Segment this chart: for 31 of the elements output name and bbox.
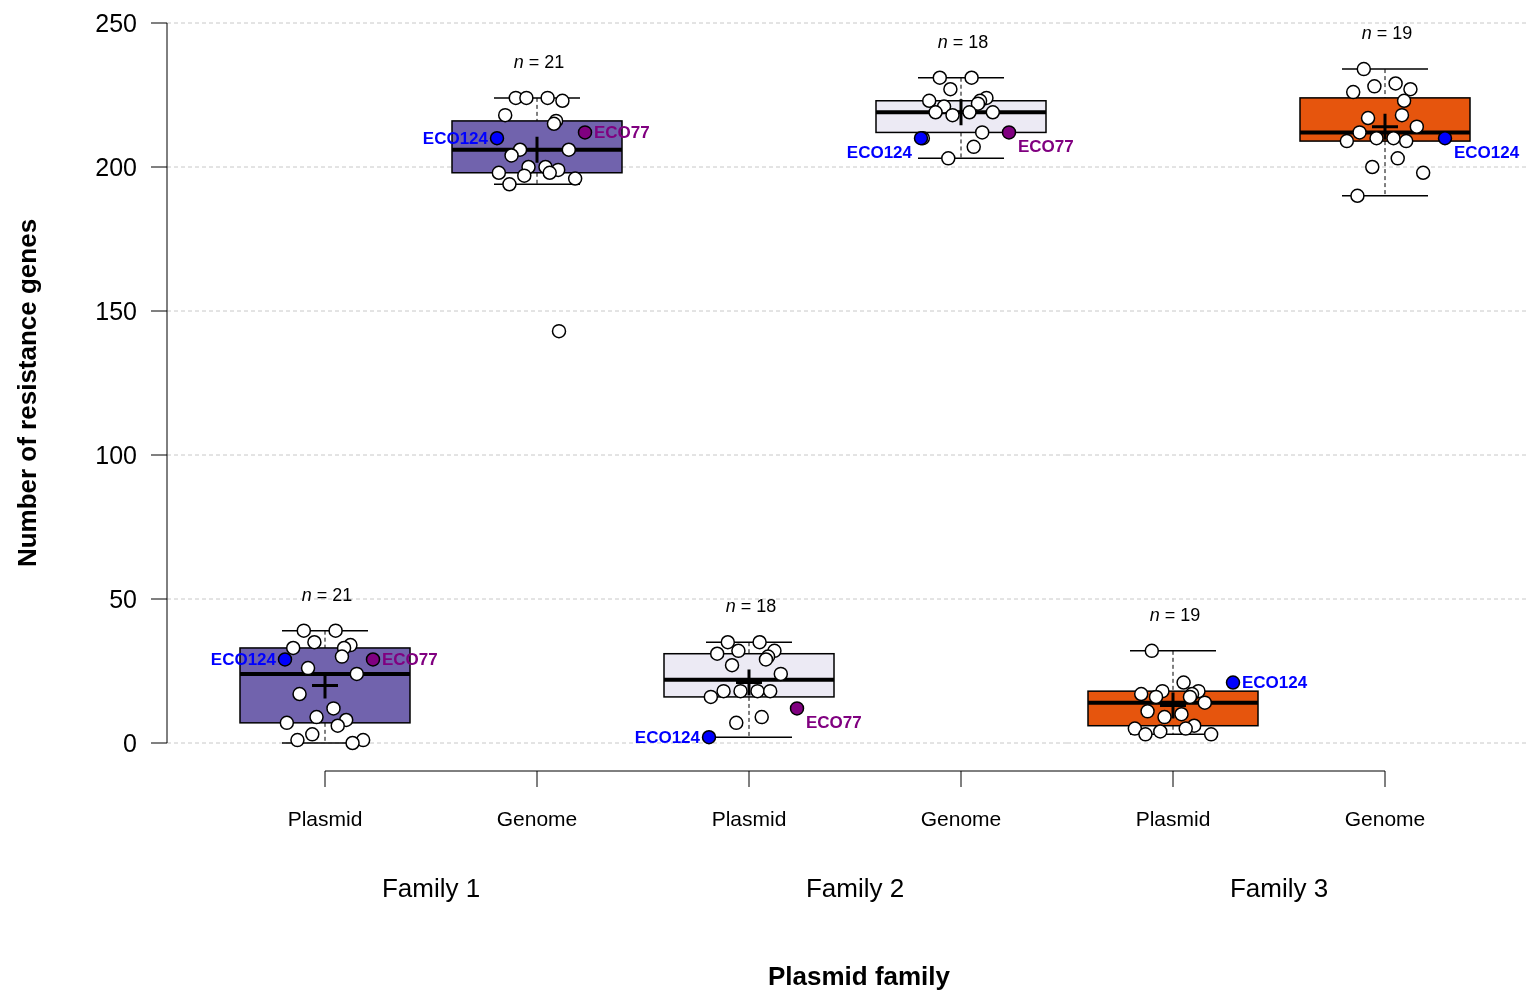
text: ECO124 (846, 143, 912, 163)
text: ECO77 (1018, 137, 1074, 157)
annotation: n = 18 (725, 596, 777, 617)
y-tick-label: 50 (109, 584, 137, 613)
annotation: n = 18 (937, 31, 989, 52)
annotation: n = 21 (513, 51, 565, 72)
x-tick-label: Genome (1344, 807, 1426, 830)
annotation: n = 19 (1361, 23, 1413, 44)
y-axis-title: Number of resistance genes (12, 218, 42, 568)
x-tick-label: Genome (496, 807, 578, 830)
text: ECO77 (594, 123, 650, 143)
series-label: ECO124 (1242, 673, 1308, 693)
x-tick-label: Genome (920, 807, 1002, 830)
series-label: ECO124 (634, 728, 701, 748)
series-label: ECO77 (382, 650, 438, 670)
y-tick-label: 250 (95, 8, 137, 37)
series-label: ECO77 (806, 713, 862, 733)
x-axis-title: Family 1 (381, 873, 481, 903)
annotation: n = 19 (1149, 604, 1201, 625)
text: ECO124 (1454, 143, 1520, 163)
x-tick-label: Plasmid (287, 807, 363, 830)
text: Plasmid family (767, 961, 951, 991)
x-tick-label: Plasmid (711, 807, 787, 830)
y-tick-label: 150 (95, 296, 137, 325)
annotation: n = 21 (301, 584, 353, 605)
x-axis-title: Family 3 (1229, 873, 1329, 903)
y-tick-label: 200 (95, 152, 137, 181)
y-tick-label: 100 (95, 440, 137, 469)
x-axis-title: Family 2 (805, 873, 905, 903)
x-tick-label: Plasmid (1135, 807, 1211, 830)
y-tick-label: 0 (123, 728, 137, 757)
